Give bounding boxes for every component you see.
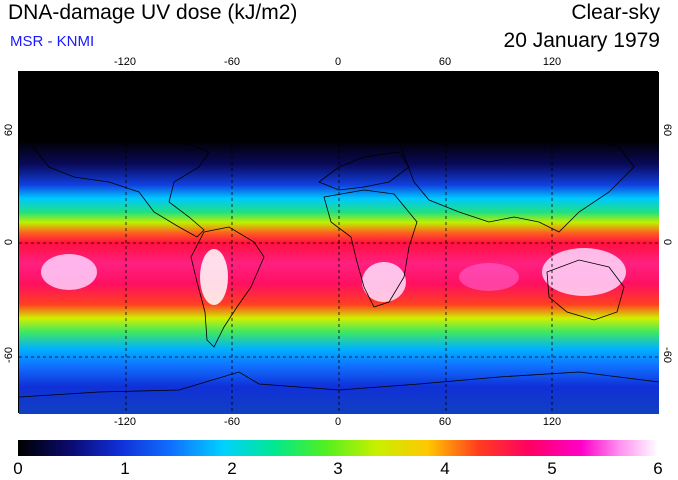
colorbar [18,440,658,456]
bottom-lon-label: -120 [113,416,137,428]
antarctica-coast [19,371,659,398]
top-lon-label: -60 [224,56,240,68]
europe-coast [318,151,410,191]
hotspot-south-pacific [41,254,97,290]
colorbar-tick-label: 2 [227,459,237,478]
map-title: DNA-damage UV dose (kJ/m2) [8,1,298,24]
colorbar-tick-label: 5 [547,459,557,478]
north-america-coast [28,131,210,238]
top-lon-label: -120 [113,56,137,68]
top-lon-label: 0 [334,56,342,68]
source-label: MSR - KNMI [10,33,95,50]
map-date: 20 January 1979 [503,29,660,52]
left-lat-label: 60 [3,123,15,137]
hotspot-south-america [200,249,228,305]
right-lat-label: 0 [661,238,673,246]
hotspot-indian-ocean [459,263,519,291]
south-america-coast [190,226,265,348]
hotspot-australia [542,248,626,296]
right-lat-label: -60 [661,347,673,363]
colorbar-tick-label: 6 [653,459,663,478]
colorbar-tick-label: 3 [333,459,343,478]
sky-condition: Clear-sky [571,1,660,24]
right-lat-label: 60 [661,123,673,137]
colorbar-tick-label: 4 [440,459,450,478]
greenland-coast [228,81,278,128]
graticule [19,72,659,414]
bottom-lon-label: 60 [438,416,452,428]
coastlines [19,81,659,398]
uv-dose-map [18,71,659,414]
africa-coast [323,189,418,308]
asia-coast [398,126,635,233]
bottom-lon-label: -60 [224,416,240,428]
australia-coast [546,259,625,321]
bottom-lon-label: 120 [542,416,562,428]
left-lat-label: -60 [3,347,15,363]
top-lon-label: 120 [542,56,562,68]
colorbar-tick-label: 1 [120,459,130,478]
colorbar-tick-label: 0 [13,459,23,478]
bottom-lon-label: 0 [334,416,342,428]
left-lat-label: 0 [3,238,15,246]
map-canvas [19,72,659,414]
top-lon-label: 60 [438,56,452,68]
